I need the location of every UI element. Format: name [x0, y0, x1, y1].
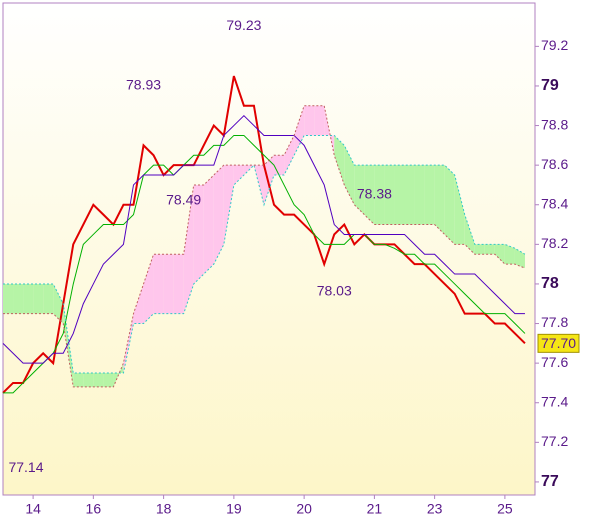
cloud-segment: [43, 283, 54, 314]
cloud-segment: [294, 105, 305, 156]
cloud-segment: [414, 165, 425, 225]
cloud-segment: [484, 244, 495, 255]
cloud-segment: [384, 165, 395, 225]
cloud-segment: [163, 254, 174, 314]
x-tick-label: 23: [427, 501, 443, 517]
cloud-segment: [23, 283, 34, 314]
cloud-segment: [13, 283, 24, 314]
cloud-segment: [444, 165, 455, 245]
kijun-line: [2, 114, 525, 364]
cloud-segment: [203, 175, 214, 275]
cloud-segment: [374, 165, 385, 225]
y-tick-label: 78.4: [541, 195, 568, 211]
cloud-segment: [284, 135, 295, 176]
span_a-line: [3, 134, 526, 374]
cloud-segment: [263, 155, 275, 205]
y-tick-label: 77.2: [541, 433, 568, 449]
price-line: [2, 75, 526, 394]
cloud-segment: [454, 175, 465, 245]
cloud-segment: [173, 254, 184, 314]
cloud-segment: [213, 165, 224, 265]
x-tick-label: 21: [367, 501, 383, 517]
cloud-segment: [233, 165, 244, 185]
annotation: 78.49: [166, 192, 201, 208]
cloud-segment: [253, 165, 264, 205]
y-tick-label: 78: [541, 275, 559, 292]
cloud-segment: [103, 373, 114, 387]
cloud-segment: [364, 165, 375, 225]
cloud-segment: [304, 105, 315, 136]
y-tick-label: 78.2: [541, 235, 568, 251]
cloud-segment: [3, 283, 14, 314]
y-tick-label: 77.4: [541, 393, 568, 409]
x-tick-label: 14: [25, 501, 41, 517]
x-tick-label: 18: [156, 501, 172, 517]
cloud-segment: [93, 373, 104, 387]
x-tick-label: 16: [86, 501, 102, 517]
cloud-segment: [133, 283, 144, 324]
cloud-segment: [344, 145, 355, 205]
span_b-line: [3, 105, 526, 388]
cloud-segment: [404, 165, 415, 225]
cloud-segment: [153, 254, 164, 314]
cloud-segment: [494, 244, 505, 265]
last-price-label: 77.70: [541, 335, 576, 351]
cloud-segment: [223, 165, 234, 245]
y-tick-label: 78.6: [541, 156, 568, 172]
cloud-segment: [354, 165, 365, 215]
cloud-segment: [334, 135, 345, 185]
y-tick-label: 77.6: [541, 354, 568, 370]
cloud-segment: [314, 105, 325, 136]
cloud-segment: [143, 254, 154, 324]
annotation: 77.14: [8, 459, 43, 475]
y-tick-label: 78.8: [541, 116, 568, 132]
y-tick-label: 79: [541, 77, 559, 94]
x-tick-label: 19: [226, 501, 242, 517]
x-tick-label: 25: [497, 501, 513, 517]
tenkan-line: [3, 134, 526, 394]
cloud-segment: [274, 155, 285, 176]
annotation: 79.23: [226, 17, 261, 33]
cloud-segment: [434, 165, 445, 235]
cloud-segment: [504, 244, 515, 265]
annotation: 78.03: [317, 283, 352, 299]
cloud-segment: [83, 373, 94, 387]
y-tick-label: 77.8: [541, 314, 568, 330]
cloud-segment: [394, 165, 405, 225]
cloud-segment: [424, 165, 435, 225]
last-price-box: [537, 333, 580, 353]
cloud-segment: [73, 373, 84, 387]
x-tick-label: 20: [296, 501, 312, 517]
cloud-segment: [464, 214, 475, 255]
y-tick-label: 79.2: [541, 37, 568, 53]
annotation: 78.93: [126, 77, 161, 93]
y-tick-label: 77: [541, 473, 559, 490]
cloud-segment: [183, 184, 194, 314]
cloud-segment: [474, 244, 485, 255]
annotation: 78.38: [357, 185, 392, 201]
plot-area: [2, 2, 536, 496]
cloud-segment: [33, 283, 44, 314]
cloud-segment: [193, 184, 204, 284]
cloud-segment: [514, 248, 525, 269]
